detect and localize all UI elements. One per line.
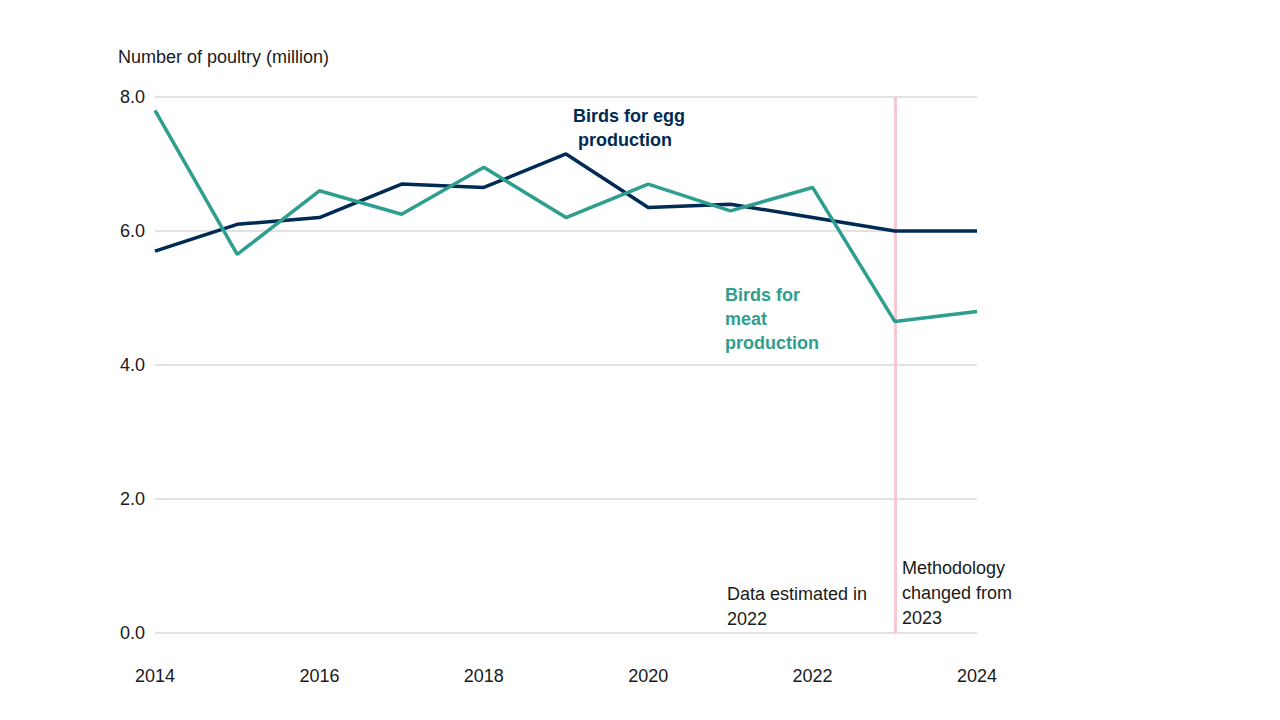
svg-text:Birds for: Birds for: [725, 285, 805, 305]
svg-text:2024: 2024: [957, 666, 997, 686]
svg-text:2022: 2022: [793, 666, 833, 686]
svg-text:production: production: [573, 130, 672, 150]
svg-text:changed from: changed from: [902, 583, 1017, 603]
svg-text:2020: 2020: [628, 666, 668, 686]
svg-text:4.0: 4.0: [120, 355, 145, 375]
svg-text:Methodology: Methodology: [902, 558, 1010, 578]
svg-text:2023: 2023: [902, 608, 942, 628]
svg-text:0.0: 0.0: [120, 623, 145, 643]
svg-text:8.0: 8.0: [120, 87, 145, 107]
svg-text:Birds for egg: Birds for egg: [573, 106, 685, 126]
svg-text:2014: 2014: [135, 666, 175, 686]
svg-text:Data estimated in: Data estimated in: [727, 584, 872, 604]
svg-text:production: production: [725, 333, 819, 353]
svg-text:2.0: 2.0: [120, 489, 145, 509]
svg-text:2016: 2016: [299, 666, 339, 686]
svg-text:6.0: 6.0: [120, 221, 145, 241]
svg-text:meat: meat: [725, 309, 772, 329]
svg-text:2022: 2022: [727, 609, 767, 629]
svg-text:Number of poultry (million): Number of poultry (million): [118, 47, 329, 67]
svg-text:2018: 2018: [464, 666, 504, 686]
